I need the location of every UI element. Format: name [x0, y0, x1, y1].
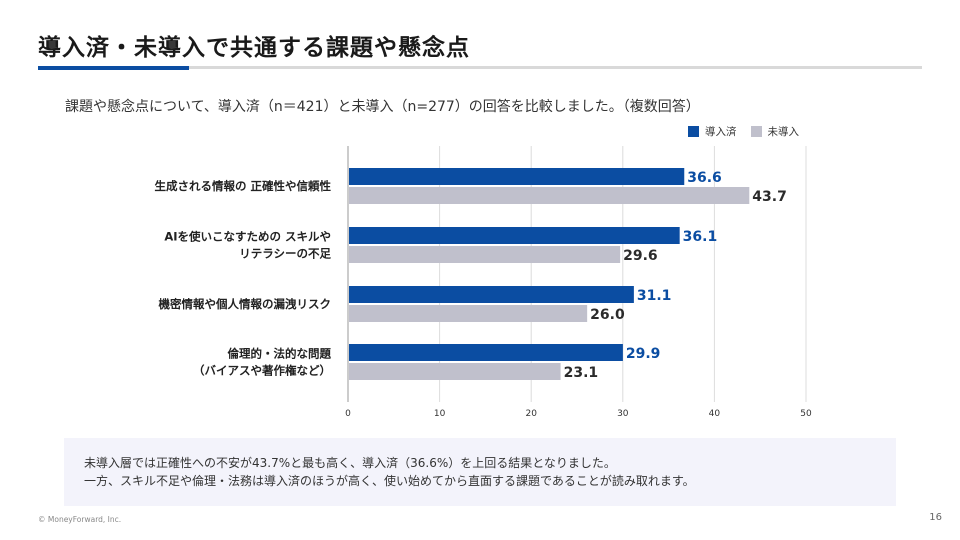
- data-label: 26.0: [590, 307, 625, 323]
- title-underline-accent: [38, 66, 189, 70]
- bar-series-1: [349, 344, 623, 361]
- data-label: 29.9: [626, 346, 661, 362]
- bar-series-2: [349, 246, 621, 263]
- category-label: 機密情報や個人情報の漏洩リスク: [159, 297, 332, 311]
- data-label: 31.1: [637, 288, 672, 304]
- category-label: （バイアスや著作権など）: [193, 364, 331, 378]
- bar-series-1: [349, 227, 680, 244]
- x-tick-label: 50: [800, 409, 812, 419]
- x-tick-label: 10: [434, 409, 446, 419]
- bar-series-1: [349, 168, 685, 185]
- data-label: 36.1: [683, 229, 718, 245]
- category-label: 生成される情報の 正確性や信頼性: [154, 179, 331, 193]
- bar-series-2: [349, 363, 561, 380]
- x-tick-label: 30: [617, 409, 629, 419]
- x-tick-label: 40: [709, 409, 721, 419]
- legend-label-series-2: 未導入: [767, 126, 800, 138]
- x-tick-label: 20: [525, 409, 537, 419]
- category-label: 倫理的・法的な問題: [228, 347, 332, 361]
- bar-series-2: [349, 187, 750, 204]
- page-number: 16: [929, 512, 942, 523]
- data-label: 23.1: [564, 365, 599, 381]
- category-label: AIを使いこなすための スキルや: [164, 230, 331, 244]
- bar-chart: 0 10 20 30 40 50 生成される情報の 正確性や信頼性 36.6 43.7 AIを使い…: [154, 146, 812, 419]
- legend-item-series-2: 未導入: [750, 124, 800, 139]
- bar-series-2: [349, 305, 588, 322]
- legend-label-series-1: 導入済: [705, 126, 737, 138]
- copyright: © MoneyForward, Inc.: [38, 515, 122, 524]
- data-label: 36.6: [687, 170, 722, 186]
- chart-legend: 導入済 未導入: [688, 124, 813, 139]
- legend-swatch-series-2: [750, 126, 762, 137]
- bar-series-1: [349, 286, 634, 303]
- legend-item-series-1: 導入済: [688, 124, 737, 139]
- subtitle: 課題や懸念点について、導入済（n＝421）と未導入（n=277）の回答を比較しま…: [65, 99, 700, 115]
- page-title: 導入済・未導入で共通する課題や懸念点: [38, 35, 470, 61]
- category-label: リテラシーの不足: [239, 247, 331, 261]
- title-underline: [38, 66, 922, 69]
- summary-line-2: 一方、スキル不足や倫理・法務は導入済のほうが高く、使い始めてから直面する課題であ…: [84, 474, 695, 488]
- summary-note: 未導入層では正確性への不安が43.7%と最も高く、導入済（36.6%）を上回る結…: [64, 438, 896, 506]
- summary-line-1: 未導入層では正確性への不安が43.7%と最も高く、導入済（36.6%）を上回る結…: [84, 456, 616, 470]
- data-label: 43.7: [752, 189, 787, 205]
- data-label: 29.6: [623, 248, 658, 264]
- x-tick-label: 0: [345, 409, 351, 419]
- legend-swatch-series-1: [688, 126, 699, 137]
